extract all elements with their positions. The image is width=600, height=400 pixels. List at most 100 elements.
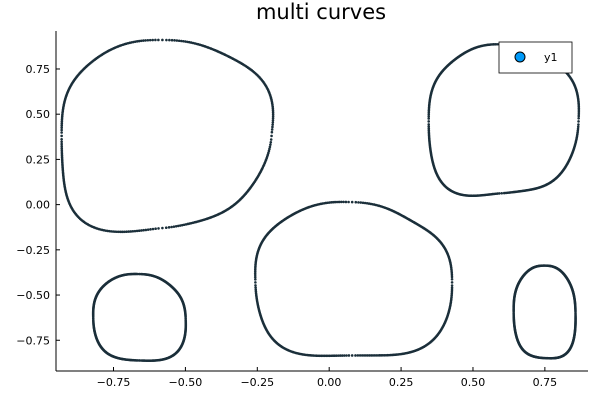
point (60, 144, 64, 148)
point (271, 114, 275, 118)
point (121, 230, 125, 234)
point (576, 129, 580, 133)
point (184, 40, 187, 43)
point (337, 354, 340, 357)
point (161, 38, 164, 42)
point (577, 123, 580, 126)
point (165, 38, 168, 42)
point (184, 318, 188, 322)
point (178, 224, 182, 227)
point (170, 225, 173, 229)
point (60, 148, 64, 152)
point (354, 354, 357, 357)
point (340, 354, 344, 357)
point (161, 226, 164, 230)
point (427, 114, 431, 118)
point (331, 200, 335, 204)
point (269, 140, 273, 144)
point (271, 116, 275, 120)
point (360, 354, 364, 357)
point (337, 200, 341, 204)
point (366, 354, 370, 357)
point (170, 38, 174, 42)
point (450, 284, 454, 287)
point (127, 230, 131, 233)
point (174, 224, 178, 228)
point (333, 200, 337, 204)
point (137, 229, 141, 233)
point (186, 40, 189, 44)
point (427, 111, 431, 114)
point (176, 224, 180, 228)
point (119, 230, 123, 234)
point (60, 137, 63, 141)
point (350, 354, 354, 357)
point (131, 230, 135, 233)
y-tick-label: 0.50 (26, 108, 51, 121)
point (135, 40, 139, 43)
x-tick-label: 0.25 (389, 376, 414, 389)
point (151, 227, 155, 231)
point (450, 273, 454, 277)
point (137, 39, 141, 43)
point (167, 226, 171, 229)
point (450, 277, 454, 281)
legend-box (498, 41, 573, 74)
point (343, 354, 346, 357)
point (450, 292, 454, 296)
point (335, 200, 339, 204)
point (496, 192, 499, 195)
point (271, 125, 274, 129)
point (357, 201, 360, 204)
point (427, 123, 431, 126)
point (142, 228, 145, 232)
point (577, 120, 580, 123)
point (271, 112, 275, 116)
point (173, 39, 176, 42)
point (342, 200, 345, 204)
point (577, 114, 581, 118)
x-tick-label: 0.75 (533, 376, 558, 389)
point (60, 124, 64, 127)
point (144, 39, 147, 42)
point (269, 138, 273, 141)
point (125, 230, 129, 233)
point (182, 39, 185, 43)
point (363, 201, 367, 205)
point (140, 229, 143, 232)
point (133, 229, 137, 233)
point (60, 131, 63, 134)
point (338, 354, 342, 357)
point (350, 200, 354, 204)
y-tick-label: 0.75 (26, 63, 51, 76)
point (267, 149, 271, 153)
point (450, 275, 454, 279)
point (268, 145, 272, 149)
point (359, 201, 363, 204)
point (60, 142, 63, 146)
legend-label-y1: y1 (544, 51, 558, 64)
point (364, 354, 368, 357)
y-tick-label: −0.25 (16, 244, 50, 257)
x-tick-label: 0.50 (461, 376, 486, 389)
curve-1 (60, 38, 275, 234)
point (344, 200, 348, 204)
plot-area (60, 38, 581, 362)
x-tick-label: −0.50 (169, 376, 203, 389)
point (335, 354, 338, 357)
point (576, 127, 580, 131)
point (450, 290, 454, 294)
point (254, 284, 257, 287)
point (574, 313, 577, 317)
curve-4 (91, 272, 188, 362)
point (497, 192, 501, 195)
point (60, 140, 63, 144)
point (253, 275, 257, 279)
point (188, 40, 191, 44)
point (109, 230, 113, 233)
point (60, 118, 64, 122)
point (271, 110, 275, 114)
point (356, 354, 360, 357)
curve-5 (512, 264, 577, 360)
